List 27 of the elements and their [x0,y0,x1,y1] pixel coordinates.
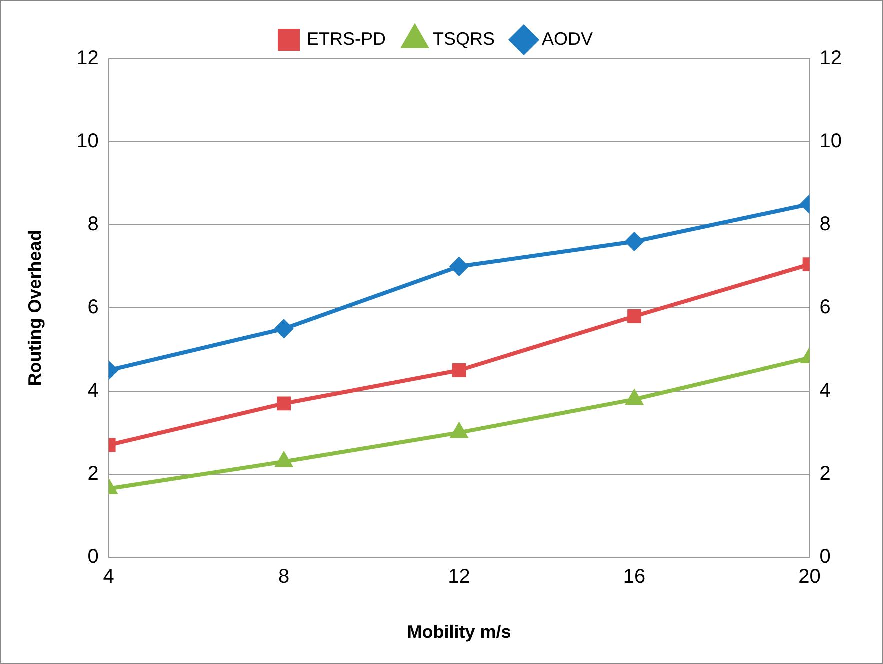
legend-label: TSQRS [432,28,496,49]
x-tick-label: 20 [798,566,821,588]
y-tick-label: 12 [76,48,99,70]
y-axis-title: Routing Overhead [24,230,45,386]
y-tick-label: 6 [88,296,99,319]
point [452,364,466,378]
x-tick-label: 8 [278,566,290,588]
y2-tick-label: 4 [820,380,831,402]
y-tick-label: 10 [76,130,99,153]
legend-label: AODV [542,28,594,49]
y-tick-label: 8 [88,214,99,236]
point [451,424,468,438]
y2-tick-label: 0 [820,546,831,568]
y2-tick-label: 8 [820,214,831,236]
x-tick-label: 16 [623,566,646,588]
y-tick-label: 4 [88,380,99,402]
x-tick-label: 4 [103,566,114,588]
x-axis-title: Mobility m/s [407,622,512,642]
point [450,258,468,276]
y-tick-label: 0 [88,546,99,568]
legend-label: ETRS-PD [306,28,386,49]
y2-tick-label: 2 [820,462,831,485]
y2-tick-label: 10 [820,130,842,153]
y2-tick-label: 6 [820,296,831,319]
y-tick-label: 2 [88,462,99,485]
x-tick-label: 12 [448,566,470,588]
y2-tick-label: 12 [820,48,842,70]
